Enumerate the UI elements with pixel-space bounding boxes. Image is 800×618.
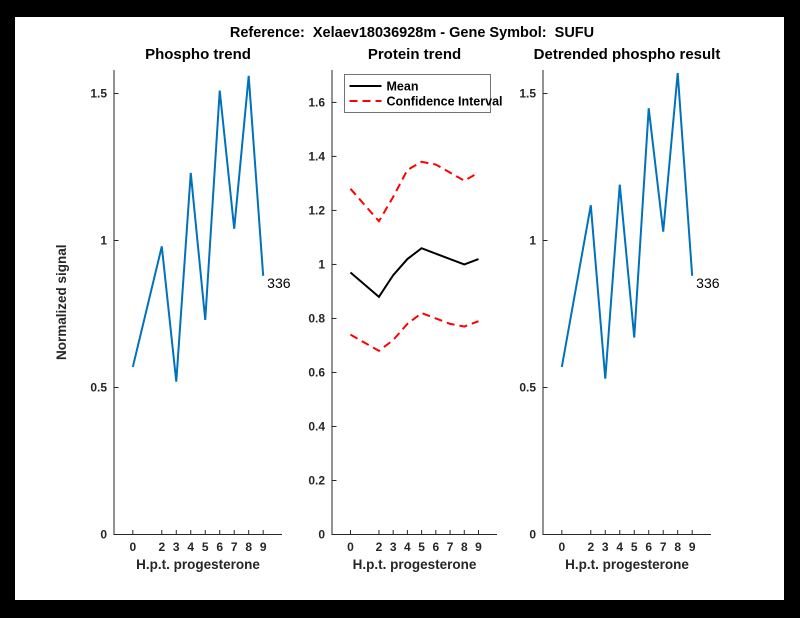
y-tick-label: 0 [529, 528, 536, 542]
x-tick-label: 5 [202, 540, 209, 554]
protein-trend-chart: Protein trend 0 0.2 0.4 0.6 0.8 1 1.2 1.4 1.6 0 2 3 4… [308, 46, 503, 572]
x-tick-label: 3 [173, 540, 180, 554]
x-tick-label: 9 [689, 540, 696, 554]
y-tick-label: 1.5 [90, 87, 107, 101]
y-tick-label: 1.2 [308, 203, 325, 217]
figure-canvas: Reference: Xelaev18036928m - Gene Symbol… [15, 17, 784, 600]
detrended-phospho-signal-line [560, 72, 694, 379]
y-tick-label: 1.5 [519, 87, 536, 101]
mean-line [349, 247, 479, 299]
x-tick-label: 4 [187, 540, 194, 554]
x-tick-label: 9 [260, 540, 267, 554]
x-tick-label: 0 [129, 540, 136, 554]
y-tick-label: 1.6 [308, 95, 325, 109]
y-tick-label: 0.2 [308, 473, 325, 487]
y-tick-label: 0.4 [308, 419, 325, 433]
legend-entry-label: Mean [387, 80, 419, 94]
x-tick-label: 5 [631, 540, 638, 554]
x-tick-label: 7 [231, 540, 238, 554]
y-tick-label: 1 [318, 257, 325, 271]
x-tick-label: 0 [347, 540, 354, 554]
x-tick-label: 7 [660, 540, 667, 554]
confidence-interval-lower-line [349, 311, 479, 353]
x-axis-label: H.p.t. progesterone [353, 557, 477, 572]
x-tick-label: 0 [558, 540, 565, 554]
confidence-interval-upper-line [349, 160, 480, 223]
x-tick-label: 7 [447, 540, 454, 554]
x-tick-label: 6 [216, 540, 223, 554]
legend-box [344, 74, 491, 113]
x-tick-label: 9 [475, 540, 482, 554]
phospho-trend-chart: Phospho trend 0 0.5 1 1.5 0 2 3 4 5 6 7 8 9H.p.t. pro… [54, 46, 291, 572]
x-tick-label: 4 [616, 540, 623, 554]
x-tick-label: 8 [674, 540, 681, 554]
x-tick-label: 3 [390, 540, 397, 554]
x-tick-label: 4 [404, 540, 411, 554]
subplot-title: Phospho trend [145, 46, 251, 63]
detrended-phospho-chart: Detrended phospho result 0 0.5 1 1.5 0 2 3 4 5 6 7 8… [519, 46, 721, 572]
y-tick-label: 0 [100, 528, 107, 542]
x-tick-label: 2 [158, 540, 165, 554]
axis-lines [331, 70, 497, 535]
x-axis-label: H.p.t. progesterone [565, 557, 689, 572]
x-tick-label: 6 [432, 540, 439, 554]
subplot-title: Detrended phospho result [534, 46, 721, 63]
y-tick-label: 0.8 [308, 311, 325, 325]
x-tick-label: 2 [376, 540, 383, 554]
y-tick-label: 1 [100, 234, 107, 248]
y-tick-label: 0.6 [308, 365, 325, 379]
figure-title: Reference: Xelaev18036928m - Gene Symbol… [229, 25, 595, 41]
axis-lines [542, 70, 711, 535]
series-end-label: 336 [696, 275, 720, 291]
x-tick-label: 8 [245, 540, 252, 554]
subplot-title: Protein trend [368, 46, 461, 63]
x-axis-label: H.p.t. progesterone [136, 557, 260, 572]
x-tick-label: 3 [602, 540, 609, 554]
y-tick-label: 0.5 [90, 381, 107, 395]
y-axis-label: Normalized signal [54, 244, 69, 360]
y-tick-label: 1.4 [308, 149, 325, 163]
series-end-label: 336 [267, 275, 291, 291]
axis-lines [113, 70, 282, 535]
phospho-signal-line [131, 75, 265, 382]
legend-entry-label: Confidence Interval [387, 95, 503, 109]
x-tick-label: 5 [418, 540, 425, 554]
x-tick-label: 8 [461, 540, 468, 554]
y-tick-label: 0.5 [519, 381, 536, 395]
y-tick-label: 0 [318, 528, 325, 542]
x-tick-label: 2 [587, 540, 594, 554]
x-tick-label: 6 [645, 540, 652, 554]
y-tick-label: 1 [529, 234, 536, 248]
